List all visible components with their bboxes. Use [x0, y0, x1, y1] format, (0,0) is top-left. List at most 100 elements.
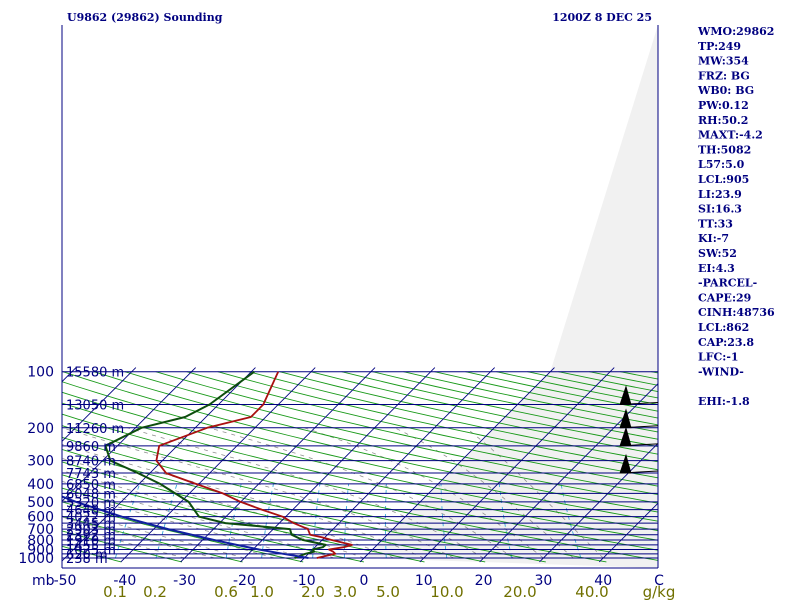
mixing-ratio-line	[155, 483, 178, 559]
temperature-tick-label: -10	[293, 573, 316, 589]
wind-barb	[619, 426, 659, 447]
moist-adiabat-line	[62, 516, 215, 559]
temperature-tick-label: 10	[415, 573, 433, 589]
wind-barb	[619, 453, 659, 474]
dry-adiabat-line	[62, 371, 658, 513]
mixing-ratio-label: 2.0	[301, 583, 325, 600]
moist-adiabat-line	[62, 480, 335, 559]
height-label: 7743 m	[66, 467, 116, 482]
stat-line: KI:-7	[698, 232, 729, 245]
stat-line: RH:50.2	[698, 114, 748, 127]
stat-line: WMO:29862	[697, 25, 774, 38]
dry-adiabat-line	[62, 530, 183, 563]
height-label: 4022 m	[66, 511, 116, 526]
mixing-ratio-line	[384, 483, 387, 559]
stat-line: EI:4.3	[698, 262, 735, 275]
moist-adiabat-line	[62, 457, 395, 559]
stat-line: CAP:23.8	[698, 336, 754, 349]
temperature-tick-label: 0	[360, 573, 369, 589]
pressure-tick-label: 700	[27, 522, 54, 538]
height-label: 2392 m	[66, 529, 116, 544]
height-label: 5320 m	[66, 496, 116, 511]
dry-adiabat-line	[62, 487, 364, 563]
dry-adiabat-line	[62, 402, 658, 541]
dry-adiabat-line	[217, 371, 658, 471]
dry-adiabat-line	[62, 545, 122, 563]
moist-adiabat-line	[62, 470, 365, 559]
dry-adiabat-line	[279, 371, 658, 455]
pressure-tick-label: 500	[27, 495, 54, 511]
mixing-ratio-label: 1.0	[250, 583, 274, 600]
temperature-tick-label: -30	[173, 573, 196, 589]
stat-line: WB0: BG	[697, 84, 754, 97]
stat-line: LI:23.9	[698, 188, 742, 201]
moist-adiabat-line	[62, 524, 185, 559]
height-label: 238 m	[66, 552, 108, 567]
height-label: 9860 m	[66, 440, 116, 455]
mixing-ratio-label: 0.2	[143, 583, 167, 600]
stat-line: L57:5.0	[698, 158, 745, 171]
stat-line: PW:0.12	[698, 99, 749, 112]
mixing-ratio-line	[312, 483, 321, 558]
parcel-profile-line	[62, 495, 309, 559]
height-label: 1025 m	[66, 543, 116, 558]
stat-line: MAXT:-4.2	[698, 129, 763, 142]
stat-line: FRZ: BG	[698, 69, 750, 82]
stat-line: SI:16.3	[698, 203, 742, 216]
stat-line: EHI:-1.8	[698, 395, 750, 408]
mixing-ratio-label: 3.0	[333, 583, 357, 600]
height-label: 11260 m	[66, 422, 124, 437]
temperature-unit-label: C	[654, 573, 664, 589]
dry-adiabat-line	[186, 371, 658, 479]
isobars	[62, 371, 658, 559]
pressure-tick-label: 100	[27, 365, 54, 381]
stat-line: -WIND-	[698, 365, 744, 378]
moist-adiabat-line	[465, 427, 604, 559]
temperature-tick-label: 30	[534, 573, 552, 589]
pressure-tick-label: 900	[27, 542, 54, 558]
pressure-tick-label: 300	[27, 454, 54, 470]
mixing-ratio-line	[261, 483, 274, 559]
height-label: 1910 m	[66, 534, 116, 549]
height-label: 4648 m	[66, 504, 116, 519]
height-label: 6048 m	[66, 487, 116, 502]
height-label: 1455 m	[66, 539, 116, 554]
dry-adiabat-line	[155, 371, 658, 487]
stat-line: TH:5082	[698, 143, 751, 156]
dewpoint-profile-line	[104, 370, 327, 559]
dry-adiabat-line	[93, 371, 658, 504]
stat-line: CINH:48736	[698, 306, 775, 319]
stat-line: CAPE:29	[698, 291, 751, 304]
wind-barb	[619, 385, 659, 406]
temperature-tick-label: -20	[233, 573, 256, 589]
moist-adiabat-line	[62, 508, 245, 559]
height-label: 13050 m	[66, 399, 124, 414]
height-label: 8740 m	[66, 455, 116, 470]
sounding-profiles	[62, 370, 353, 559]
pressure-tick-label: 400	[27, 477, 54, 493]
dry-adiabats	[62, 371, 658, 563]
height-label: 620 m	[66, 548, 108, 563]
height-label: 6850 m	[66, 478, 116, 493]
temperature-tick-label: -40	[113, 573, 136, 589]
mixing-ratio-unit-label: g/kg	[643, 583, 676, 600]
stat-line: LCL:905	[698, 173, 749, 186]
height-label: 2903 m	[66, 523, 116, 538]
stat-line: SW:52	[698, 247, 737, 260]
temperature-profile-line	[155, 371, 353, 559]
moist-adiabat-line	[208, 427, 514, 559]
mixing-ratio-label: 10.0	[430, 583, 463, 600]
height-label: 15580 m	[66, 366, 124, 381]
stat-line: TT:33	[698, 217, 733, 230]
temperature-tick-label: 20	[475, 573, 493, 589]
mixing-ratio-label: 5.0	[376, 583, 400, 600]
pressure-axis-unit: mb	[32, 573, 55, 589]
mixing-ratio-label: 40.0	[575, 583, 608, 600]
dry-adiabat-line	[62, 413, 658, 551]
dry-adiabat-line	[124, 371, 658, 496]
thermodynamic-grid	[62, 367, 658, 563]
isotherm-line	[62, 367, 137, 443]
dry-adiabat-line	[62, 515, 243, 563]
stat-line: LFC:-1	[698, 351, 739, 364]
